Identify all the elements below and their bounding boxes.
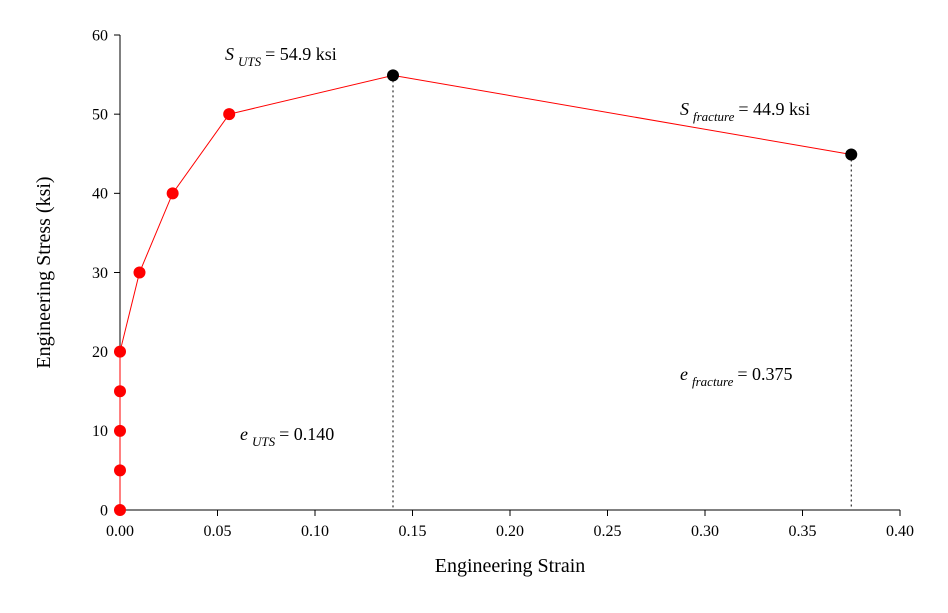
stress-strain-curve <box>120 75 851 510</box>
y-axis-title: Engineering Stress (ksi) <box>33 176 55 368</box>
y-ticks: 0 10 20 30 40 50 60 <box>92 27 120 519</box>
annotation-e-uts: e UTS = 0.140 <box>240 424 334 450</box>
annot-s-fracture-subscript: fracture <box>693 109 735 124</box>
drop-lines <box>393 75 851 510</box>
data-point <box>114 464 126 476</box>
annotation-e-fracture: e fracture = 0.375 <box>680 364 793 390</box>
annot-e-fracture-symbol: e <box>680 364 688 384</box>
x-tick-label: 0.00 <box>106 523 134 540</box>
annot-e-fracture-value: = 0.375 <box>737 364 792 384</box>
data-point <box>134 267 146 279</box>
x-tick-label: 0.20 <box>496 523 524 540</box>
annot-e-uts-symbol: e <box>240 424 248 444</box>
annot-s-uts-subscript: UTS <box>238 54 262 69</box>
x-tick-label: 0.25 <box>594 523 622 540</box>
y-tick-label: 30 <box>92 265 108 282</box>
annot-s-uts-value: = 54.9 ksi <box>265 44 337 64</box>
x-axis-title: Engineering Strain <box>435 555 586 577</box>
data-point <box>845 149 857 161</box>
data-point <box>114 504 126 516</box>
svg-text:S UTS = 54.9: S UTS = 54.9 ksi <box>225 44 337 70</box>
svg-text:S fracture =: S fracture = 44.9 ksi <box>680 99 810 125</box>
y-tick-label: 40 <box>92 186 108 203</box>
annot-s-fracture-value: = 44.9 ksi <box>738 99 810 119</box>
annotation-s-fracture: S fracture = 44.9 ksi <box>680 99 810 125</box>
data-point <box>114 346 126 358</box>
data-point <box>114 425 126 437</box>
annot-s-uts-symbol: S <box>225 44 234 64</box>
data-point <box>167 187 179 199</box>
annotation-s-uts: S UTS = 54.9 ksi <box>225 44 337 70</box>
data-point <box>114 385 126 397</box>
annot-e-uts-value: = 0.140 <box>279 424 334 444</box>
data-point <box>223 108 235 120</box>
x-tick-label: 0.35 <box>789 523 817 540</box>
annot-e-fracture-subscript: fracture <box>692 374 734 389</box>
y-tick-label: 20 <box>92 344 108 361</box>
x-tick-label: 0.30 <box>691 523 719 540</box>
x-tick-label: 0.15 <box>399 523 427 540</box>
svg-text:e fracture =: e fracture = 0.375 <box>680 364 793 390</box>
x-tick-label: 0.05 <box>204 523 232 540</box>
annot-s-fracture-symbol: S <box>680 99 689 119</box>
y-tick-label: 50 <box>92 107 108 124</box>
x-ticks: 0.00 0.05 0.10 0.15 0.20 0.25 0.30 0.35 0.40 <box>106 510 914 540</box>
y-tick-label: 10 <box>92 423 108 440</box>
y-tick-label: 0 <box>100 502 108 519</box>
data-point <box>387 69 399 81</box>
stress-strain-chart: 0.00 0.05 0.10 0.15 0.20 0.25 0.30 0.35 0.40 0 10… <box>0 0 948 613</box>
svg-text:e UTS = 0.140: e UTS = 0.140 <box>240 424 334 450</box>
y-tick-label: 60 <box>92 27 108 44</box>
annot-e-uts-subscript: UTS <box>252 434 276 449</box>
x-tick-label: 0.10 <box>301 523 329 540</box>
x-tick-label: 0.40 <box>886 523 914 540</box>
